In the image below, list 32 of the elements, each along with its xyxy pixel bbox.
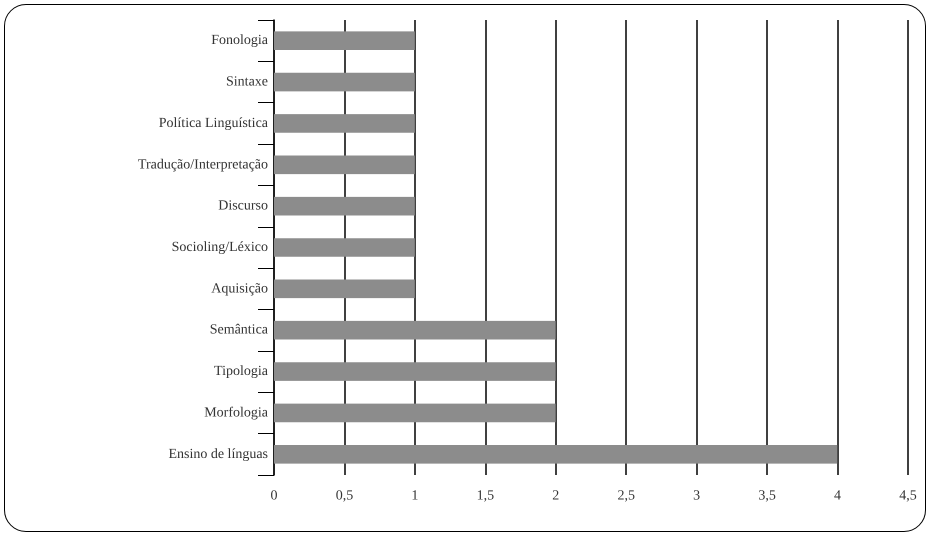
bar <box>274 155 415 174</box>
x-tick-label: 0,5 <box>336 488 354 504</box>
x-tick-label: 4,5 <box>899 488 917 504</box>
x-tick-label: 1 <box>411 488 418 504</box>
bar <box>274 72 415 92</box>
y-tick-label: Socioling/Léxico <box>172 240 268 255</box>
x-tick-label: 3 <box>693 488 700 504</box>
bar <box>274 196 415 216</box>
x-tick-label: 2,5 <box>617 488 635 504</box>
bar <box>274 320 556 340</box>
y-tick-label: Tradução/Interpretação <box>138 157 268 172</box>
bar <box>274 404 556 422</box>
y-tick-label: Aquisição <box>211 281 268 296</box>
bar <box>274 362 556 381</box>
y-tick-label: Ensino de línguas <box>168 446 268 462</box>
bar <box>274 280 415 298</box>
x-tick-label: 1,5 <box>476 488 494 504</box>
x-tick-label: 2 <box>552 488 560 504</box>
y-tick-label: Sintaxe <box>226 74 268 90</box>
bar <box>274 238 415 257</box>
y-tick-label: Discurso <box>218 198 268 214</box>
x-tick-label: 0 <box>270 488 278 504</box>
y-tick-label: Semântica <box>210 322 269 338</box>
bar <box>274 31 415 50</box>
bar <box>274 114 415 133</box>
y-tick-label: Tipologia <box>214 364 269 380</box>
x-tick-label: 3,5 <box>758 488 776 504</box>
y-tick-label: Fonologia <box>211 33 269 48</box>
bar <box>274 445 838 464</box>
y-tick-label: Morfologia <box>204 405 269 420</box>
x-tick-label: 4 <box>834 488 842 504</box>
y-tick-label: Política Linguística <box>158 116 269 131</box>
